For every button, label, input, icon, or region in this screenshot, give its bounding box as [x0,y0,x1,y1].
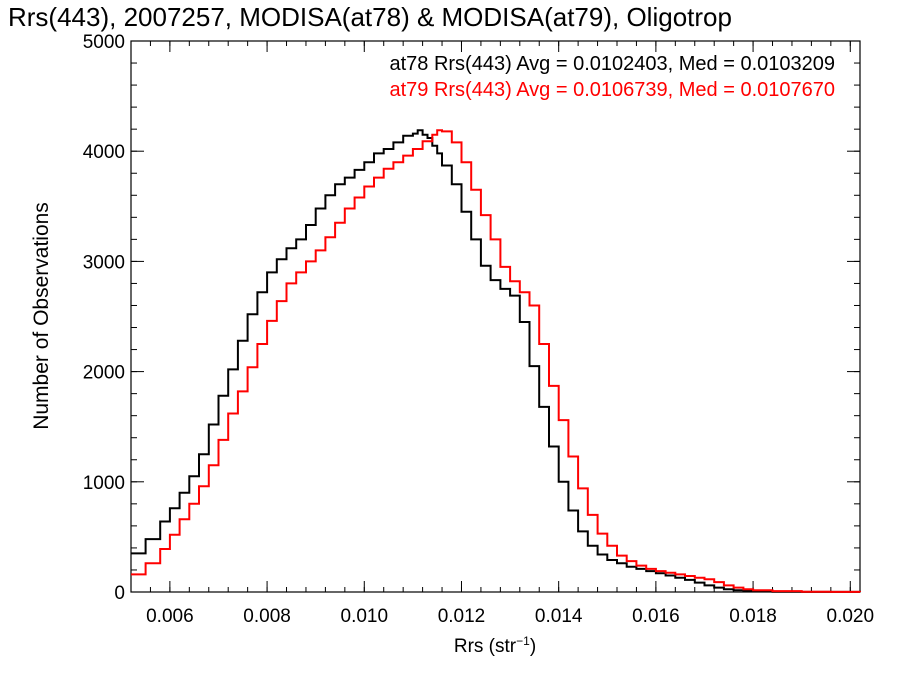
y-tick-label: 2000 [83,363,125,384]
x-axis-label: Rrs (str−1) [454,634,536,657]
legend-entry-1: at79 Rrs(443) Avg = 0.0106739, Med = 0.0… [389,79,835,101]
x-tick-label: 0.012 [438,606,486,627]
legend: at78 Rrs(443) Avg = 0.0102403, Med = 0.0… [389,53,835,101]
axis-ticks: 0.006 0.008 0.010 0.012 0.014 0.016 0.018 0.020… [83,32,874,627]
y-tick-label: 3000 [83,252,125,273]
x-tick-label: 0.010 [341,606,389,627]
y-tick-label: 5000 [83,32,125,53]
y-tick-label: 0 [114,583,125,604]
series-line-1 [131,129,861,593]
y-tick-label: 1000 [83,473,125,494]
x-tick-label: 0.018 [729,606,777,627]
plot-frame [130,40,861,593]
chart-title: Rrs(443), 2007257, MODISA(at78) & MODISA… [8,2,732,32]
x-tick-label: 0.016 [632,606,680,627]
legend-entry-0: at78 Rrs(443) Avg = 0.0102403, Med = 0.0… [389,53,835,75]
x-tick-label: 0.006 [146,606,194,627]
x-tick-label: 0.020 [827,606,875,627]
series-layer [131,129,861,593]
series-line-0 [131,129,861,593]
y-tick-label: 4000 [83,142,125,163]
y-axis-label: Number of Observations [30,202,53,430]
x-tick-label: 0.014 [535,606,583,627]
x-tick-label: 0.008 [243,606,291,627]
